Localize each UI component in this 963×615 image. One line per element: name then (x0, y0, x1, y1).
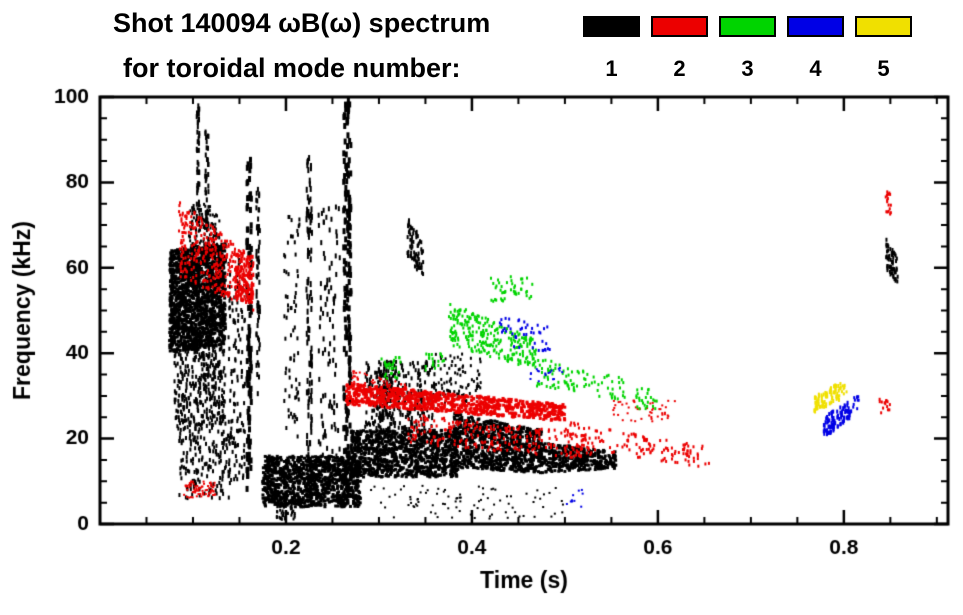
legend-swatch-n1 (583, 16, 640, 37)
legend-labels: 1 2 3 4 5 (583, 56, 912, 82)
legend-swatch-n4 (787, 16, 844, 37)
chart-title-line2: for toroidal mode number: (123, 53, 461, 83)
legend-label-n4: 4 (809, 56, 822, 81)
legend-label-n1: 1 (605, 56, 618, 81)
legend-label-n5: 5 (877, 56, 890, 81)
legend-swatch-n5 (855, 16, 912, 37)
chart-title-line1: Shot 140094 ωB(ω) spectrum (113, 8, 491, 38)
legend-swatch-n2 (651, 16, 708, 37)
legend (583, 16, 912, 37)
legend-label-n2: 2 (673, 56, 686, 81)
legend-swatch-n3 (719, 16, 776, 37)
legend-label-n3: 3 (741, 56, 754, 81)
